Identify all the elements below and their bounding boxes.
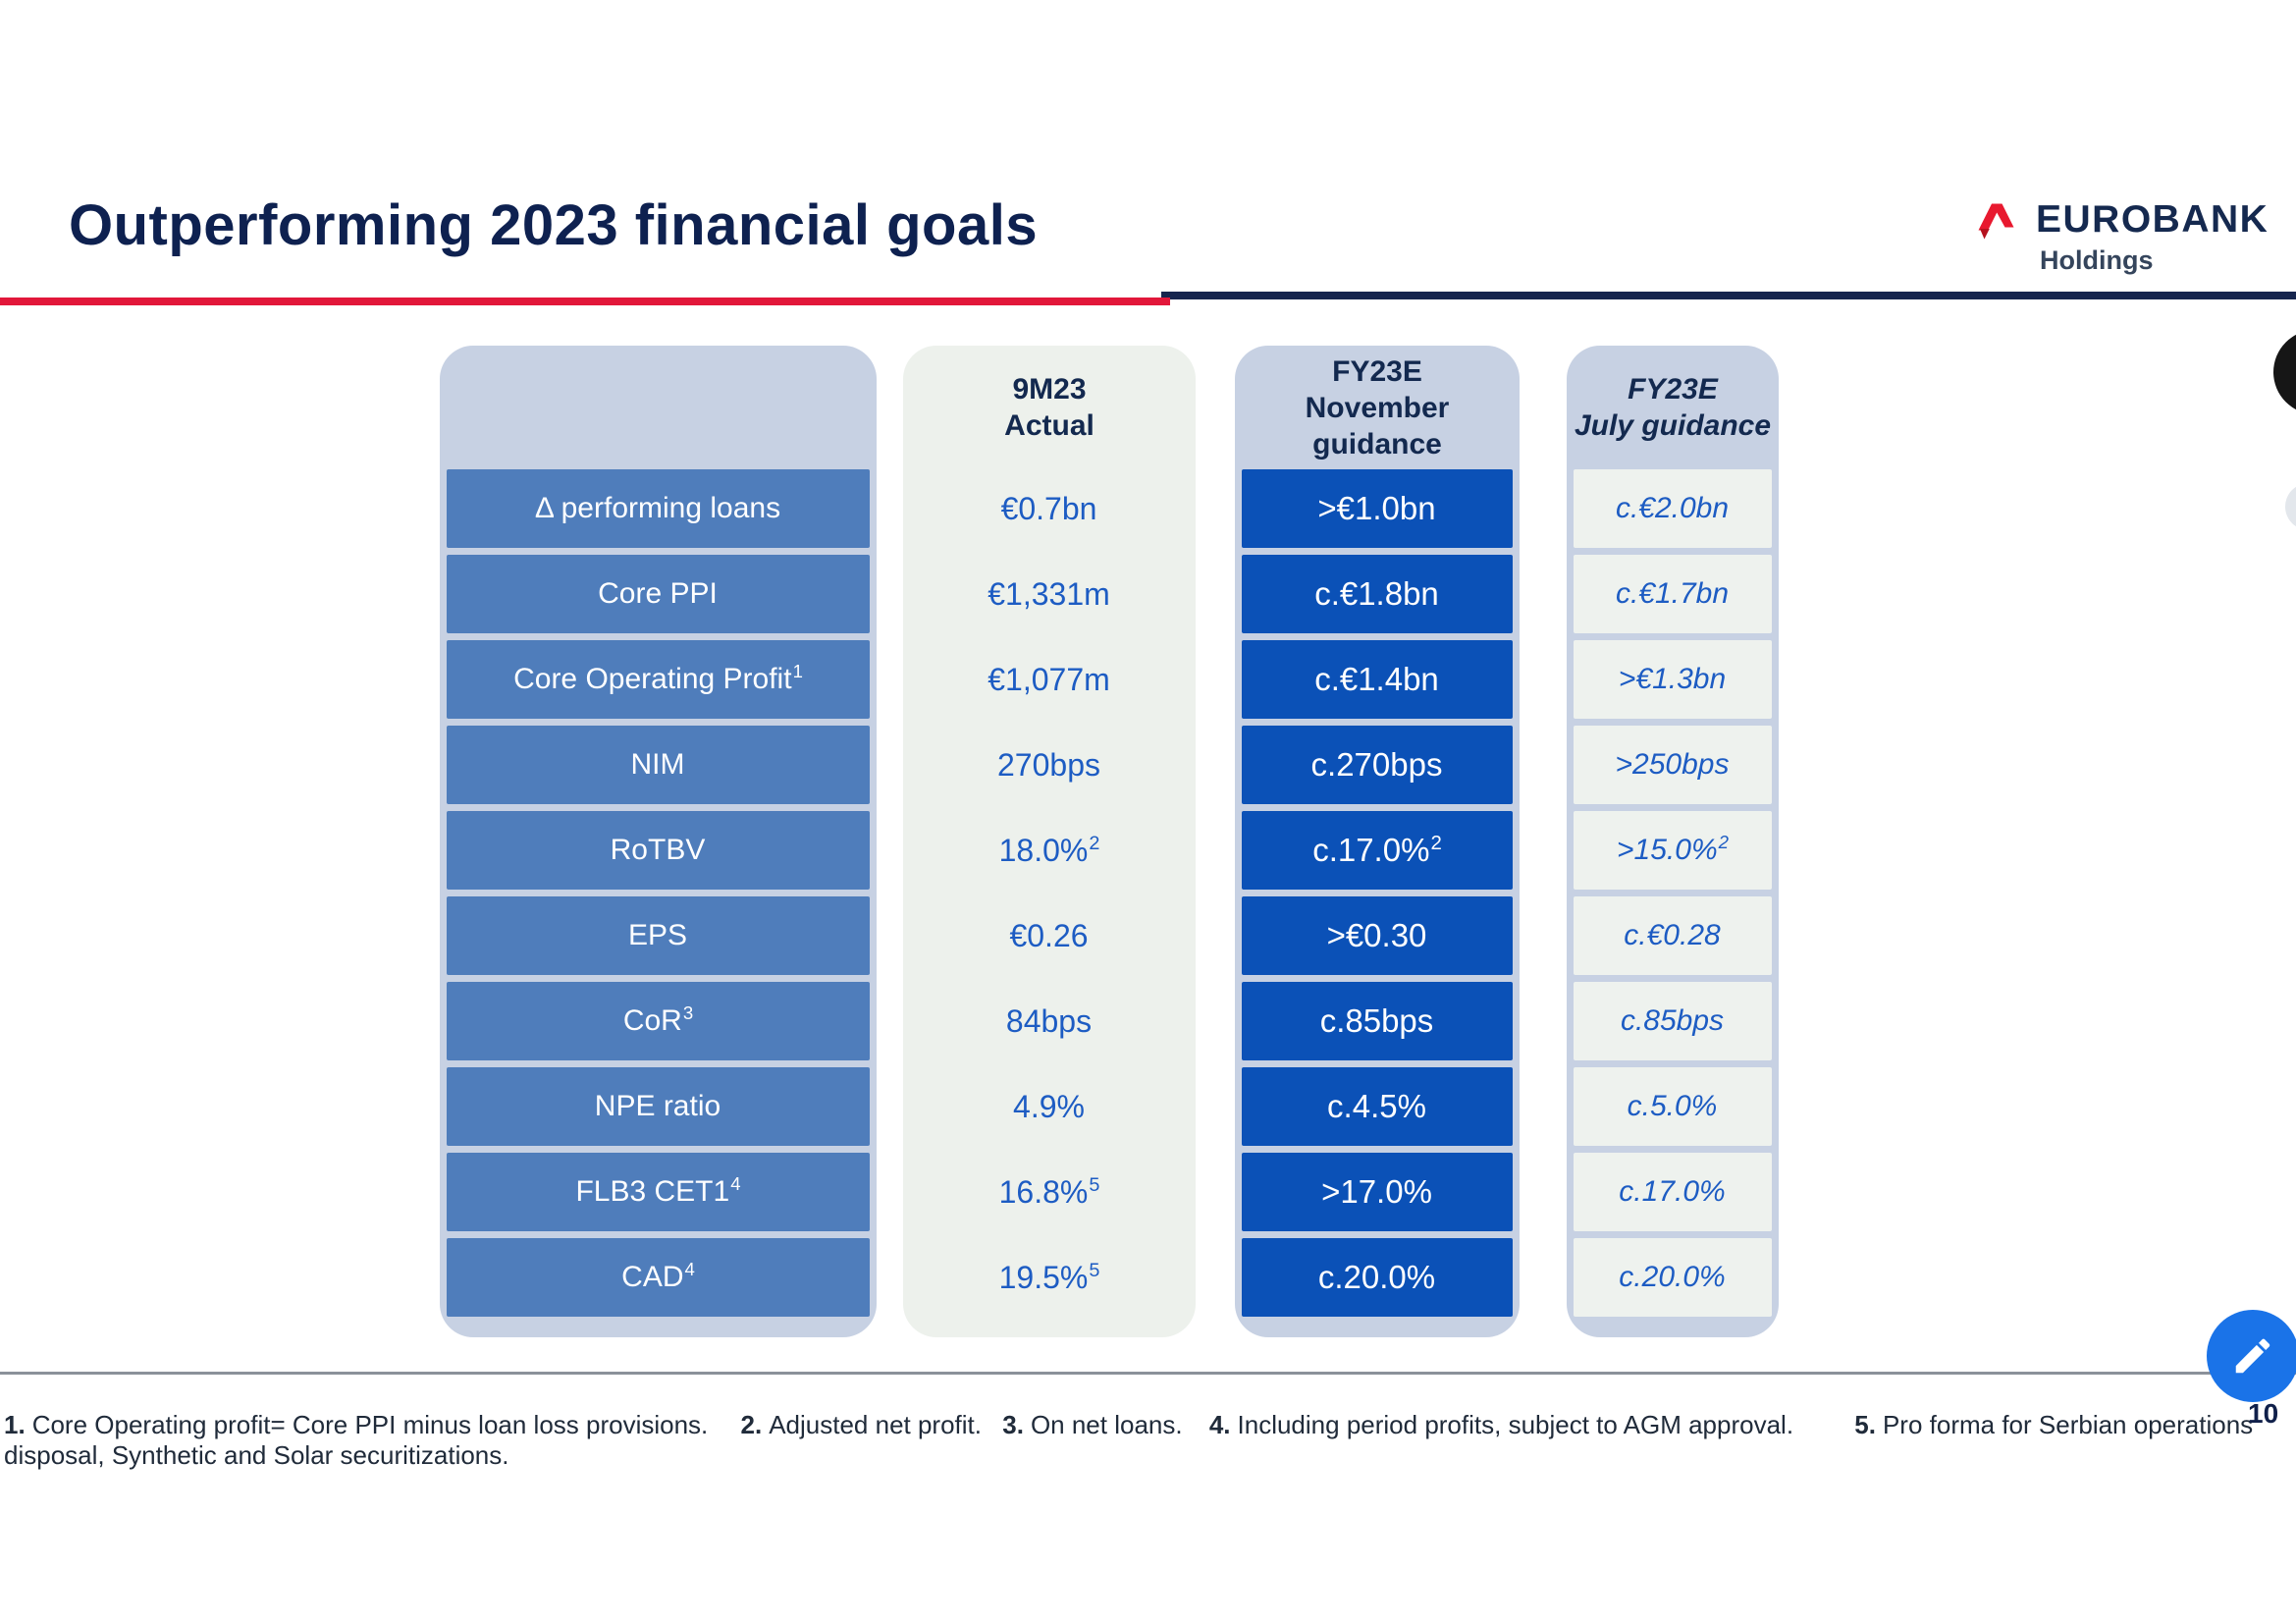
november-guidance-value: >17.0% [1242, 1153, 1513, 1231]
july-guidance-value: c.€1.7bn [1574, 555, 1772, 633]
metric-label: NIM [447, 726, 870, 804]
actual-value: 16.8%5 [998, 1173, 1100, 1210]
footnote-item: 2. Adjusted net profit. [740, 1410, 983, 1439]
metric-label: CoR3 [447, 982, 870, 1060]
actual-value: €1,331m [988, 575, 1110, 612]
column-header-metrics [440, 346, 877, 469]
column-metrics: Δ performing loans Core PPI Core Operati… [440, 346, 877, 1337]
july-guidance-value: c.17.0% [1574, 1153, 1772, 1231]
november-guidance-value: c.270bps [1242, 726, 1513, 804]
header-rule-red [0, 298, 1170, 305]
actual-value: 19.5%5 [998, 1259, 1100, 1295]
metric-label: CAD4 [447, 1238, 870, 1317]
metric-label: Δ performing loans [447, 469, 870, 548]
actual-value: €0.7bn [1000, 490, 1097, 526]
eurobank-logo-icon [1978, 203, 2014, 240]
november-guidance-value: c.€1.4bn [1242, 640, 1513, 719]
logo-brand-text: EUROBANK [2036, 198, 2269, 241]
metric-label: FLB3 CET14 [447, 1153, 870, 1231]
column-9m23-actual: 9M23 Actual €0.7bn €1,331m €1,077m 270bp… [903, 346, 1196, 1337]
metric-label: NPE ratio [447, 1067, 870, 1146]
footer-divider [0, 1372, 2296, 1375]
november-guidance-value: c.€1.8bn [1242, 555, 1513, 633]
footnote-item: 4. Including period profits, subject to A… [1208, 1410, 1794, 1439]
actual-value: 84bps [1005, 1002, 1093, 1039]
actual-value: 4.9% [1013, 1088, 1085, 1124]
footnote-item: 1. Core Operating profit= Core PPI minus … [4, 1410, 709, 1439]
july-guidance-value: >15.0%2 [1574, 811, 1772, 890]
july-guidance-value: c.5.0% [1574, 1067, 1772, 1146]
page-title: Outperforming 2023 financial goals [69, 193, 1039, 257]
july-guidance-value: c.€0.28 [1574, 896, 1772, 975]
column-fy23e-july-guidance: FY23E July guidance c.€2.0bn c.€1.7bn >€… [1567, 346, 1779, 1337]
column-header-november-guidance: FY23E November guidance [1305, 354, 1450, 460]
metric-label: Core Operating Profit1 [447, 640, 870, 719]
july-guidance-value: c.85bps [1574, 982, 1772, 1060]
actual-value: 270bps [997, 746, 1100, 783]
actual-value: €0.26 [1009, 917, 1089, 953]
november-guidance-value: c.20.0% [1242, 1238, 1513, 1317]
page-number: 10 [2248, 1398, 2279, 1429]
column-fy23e-november-guidance: FY23E November guidance >€1.0bn c.€1.8bn… [1235, 346, 1520, 1337]
header-rule-navy [1161, 292, 2296, 299]
eurobank-logo: EUROBANK Holdings [1971, 194, 2285, 275]
edge-overlay-bubble-faint [2285, 483, 2296, 530]
footnotes: 1. Core Operating profit= Core PPI minus … [4, 1410, 2293, 1471]
metric-label: EPS [447, 896, 870, 975]
pencil-icon [2235, 1338, 2270, 1374]
july-guidance-value: >€1.3bn [1574, 640, 1772, 719]
july-guidance-value: c.20.0% [1574, 1238, 1772, 1317]
actual-value: 18.0%2 [998, 832, 1100, 868]
footnote-item: 5. Pro forma for Serbian operations dispo… [4, 1410, 2254, 1470]
july-guidance-value: c.€2.0bn [1574, 469, 1772, 548]
july-guidance-value: >250bps [1574, 726, 1772, 804]
footnote-item: 3. On net loans. [1002, 1410, 1183, 1439]
november-guidance-value: c.85bps [1242, 982, 1513, 1060]
november-guidance-value: >€0.30 [1242, 896, 1513, 975]
column-header-july-guidance: FY23E July guidance [1574, 373, 1772, 442]
november-guidance-value: c.4.5% [1242, 1067, 1513, 1146]
actual-value: €1,077m [988, 661, 1110, 697]
logo-subtitle: Holdings [2040, 245, 2154, 275]
november-guidance-value: >€1.0bn [1242, 469, 1513, 548]
column-header-9m23-actual: 9M23 Actual [1004, 373, 1095, 442]
metric-label: Core PPI [447, 555, 870, 633]
edge-overlay-bubble[interactable] [2273, 330, 2296, 414]
metric-label: RoTBV [447, 811, 870, 890]
november-guidance-value: c.17.0%2 [1242, 811, 1513, 890]
edit-button[interactable] [2207, 1310, 2296, 1402]
